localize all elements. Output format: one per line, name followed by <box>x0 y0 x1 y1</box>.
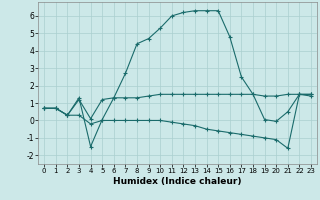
X-axis label: Humidex (Indice chaleur): Humidex (Indice chaleur) <box>113 177 242 186</box>
